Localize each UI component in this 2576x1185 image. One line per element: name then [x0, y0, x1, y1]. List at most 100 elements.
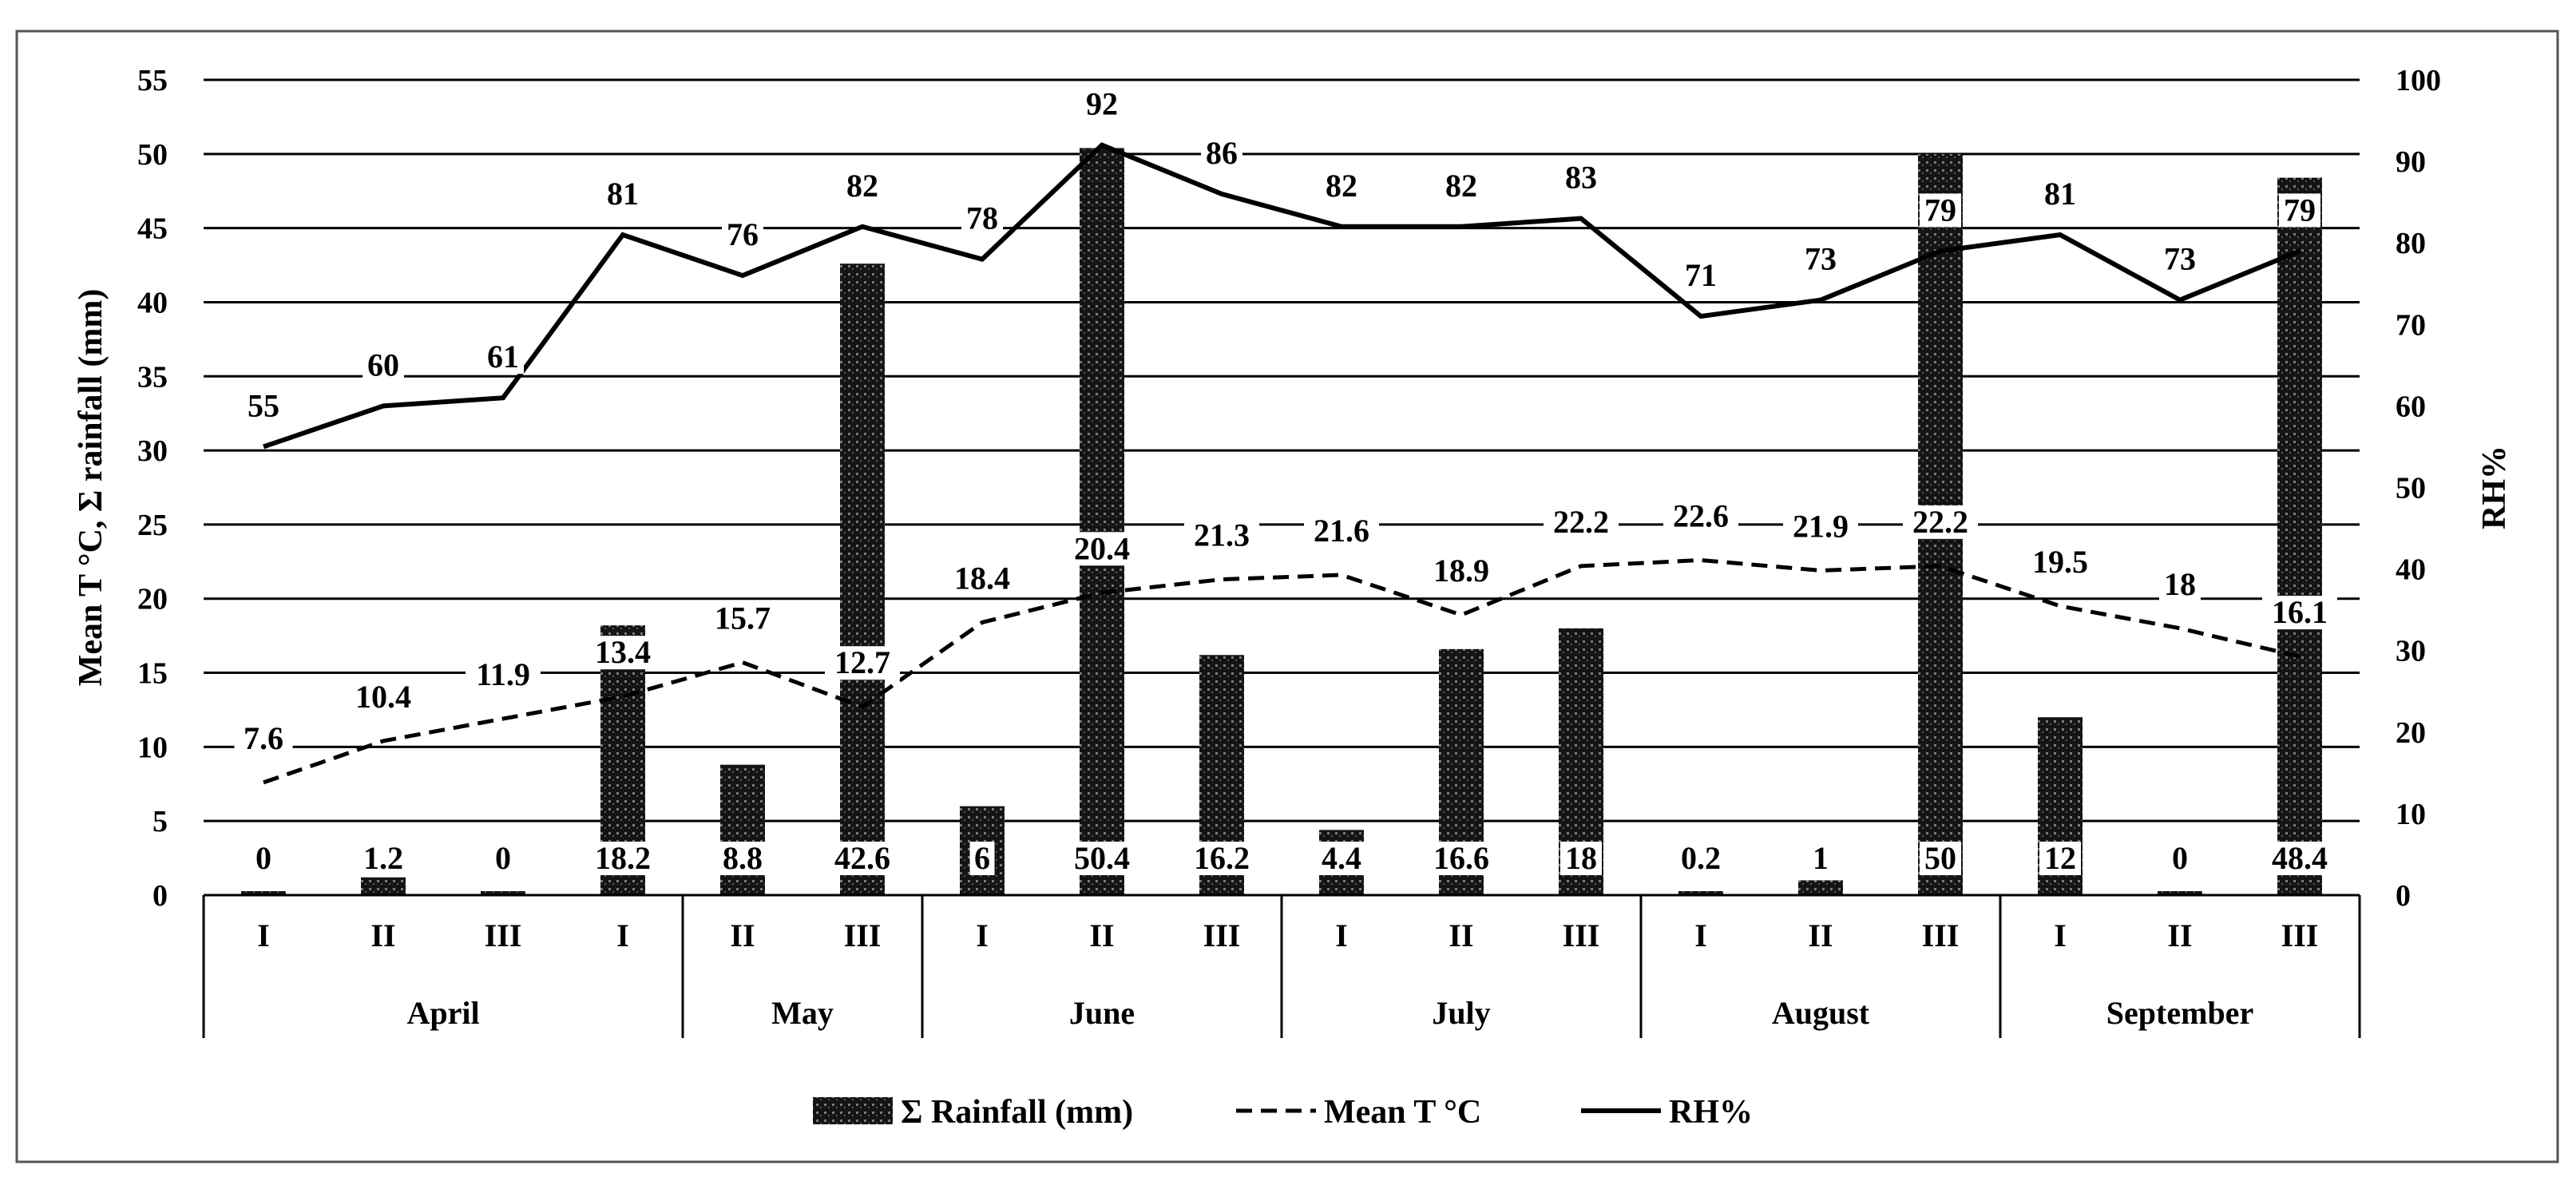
- temperature-data-label-bg: [1184, 518, 1259, 553]
- rainfall-data-label: 6: [974, 840, 990, 876]
- y-right-tick-label: 90: [2396, 145, 2426, 179]
- rh-data-label: 79: [2284, 192, 2316, 228]
- rainfall-data-label-bg: [251, 842, 276, 875]
- temperature-data-label: 12.7: [834, 644, 890, 680]
- y-left-tick-label: 0: [153, 879, 168, 913]
- y-left-tick-label: 40: [137, 286, 168, 319]
- temperature-data-label: 22.2: [1912, 504, 1968, 540]
- rainfall-data-label: 42.6: [834, 840, 890, 876]
- y-left-tick-label: 25: [137, 509, 168, 542]
- temperature-data-label-bg: [585, 636, 660, 670]
- rainfall-data-label: 12: [2044, 840, 2076, 876]
- rh-line: [263, 142, 2301, 450]
- rh-data-label-bg: [2279, 193, 2320, 228]
- gridlines: [204, 78, 2360, 822]
- legend-label-rh: RH%: [1669, 1094, 1753, 1131]
- y-right-tick-label: 80: [2396, 227, 2426, 260]
- rh-data-label: 71: [1685, 257, 1717, 293]
- rh-data-label: 92: [1086, 86, 1118, 122]
- x-tick-label: III: [485, 917, 522, 953]
- rh-data-label-bg: [1321, 168, 1362, 203]
- rh-data-label: 73: [2164, 241, 2196, 277]
- temperature-data-label-bg: [2023, 545, 2098, 580]
- rainfall-data-label-bg: [2039, 842, 2081, 875]
- rh-data-label-bg: [1201, 136, 1242, 170]
- rainfall-data-label: 0: [256, 840, 271, 876]
- y-left-tick-label: 50: [137, 138, 168, 172]
- rh-data-label-bg: [2039, 176, 2081, 211]
- x-tick-label: I: [1694, 917, 1707, 953]
- temperature-data-label-bg: [1424, 554, 1499, 589]
- y-right-tick-label: 40: [2396, 553, 2426, 587]
- month-label: August: [1772, 995, 1870, 1031]
- month-label: April: [406, 995, 479, 1031]
- rainfall-data-label-bg: [1184, 842, 1259, 875]
- rainfall-data-label: 16.2: [1194, 840, 1250, 876]
- rainfall-data-label-bg: [969, 842, 995, 875]
- y-right-tick-label: 20: [2396, 716, 2426, 750]
- rainfall-data-label-bg: [1808, 842, 1833, 875]
- temperature-data-label: 10.4: [355, 679, 411, 715]
- y-right-tick-label: 60: [2396, 390, 2426, 423]
- temperature-data-label: 15.7: [715, 600, 771, 636]
- temperature-data-label: 18.4: [954, 560, 1010, 596]
- rainfall-bar: [1678, 891, 1723, 895]
- temperature-data-label-bg: [1544, 505, 1619, 539]
- x-tick-label: III: [844, 917, 882, 953]
- rh-data-label: 82: [846, 168, 878, 204]
- rainfall-bar: [2158, 891, 2202, 895]
- temperature-data-label-bg: [1783, 509, 1858, 544]
- rainfall-data-label: 4.4: [1322, 840, 1361, 876]
- rh-data-label: 82: [1445, 168, 1477, 204]
- rainfall-data-label: 16.6: [1433, 840, 1489, 876]
- rainfall-data-label: 48.4: [2272, 840, 2328, 876]
- rainfall-data-label: 0: [495, 840, 511, 876]
- y-left-tick-label: 5: [153, 805, 168, 838]
- chart-border: [15, 30, 2559, 1163]
- temperature-data-label: 11.9: [476, 656, 530, 692]
- data-labels: 0 1.2 0 18.2 8.8 42.6 6 50.4 16.2 4.4 16.6 18 0.2 1 50…: [234, 86, 2337, 876]
- y-left-tick-label: 20: [137, 583, 168, 616]
- y-left-tick-label: 10: [137, 731, 168, 764]
- temperature-data-label-bg: [1304, 514, 1379, 549]
- axes: 0510152025303540455055010203040506070809…: [73, 64, 2513, 1038]
- rainfall-bar: [481, 891, 525, 895]
- temperature-data-label: 22.2: [1553, 504, 1609, 540]
- temperature-data-label: 16.1: [2272, 594, 2328, 630]
- rainfall-bar: [241, 891, 286, 895]
- rh-data-label-bg: [1560, 161, 1602, 195]
- temperature-data-label: 22.6: [1673, 497, 1729, 533]
- y-right-tick-label: 30: [2396, 635, 2426, 668]
- rainfall-bar: [1798, 880, 1843, 895]
- legend-label-rainfall: Σ Rainfall (mm): [901, 1094, 1133, 1131]
- rainfall-data-label: 18: [1565, 840, 1597, 876]
- rainfall-data-label: 50: [1924, 840, 1956, 876]
- rh-data-label-bg: [722, 218, 763, 252]
- x-tick-label: I: [2054, 917, 2067, 953]
- temperature-line: [263, 557, 2301, 785]
- y-right-axis-title: RH%: [2476, 446, 2513, 529]
- rainfall-bar: [2277, 177, 2322, 895]
- rh-data-label: 61: [487, 339, 519, 375]
- x-tick-label: III: [1203, 917, 1241, 953]
- rainfall-data-label: 1: [1813, 840, 1829, 876]
- rainfall-bar: [840, 264, 885, 895]
- rainfall-data-label-bg: [1920, 842, 1961, 875]
- temperature-data-label: 21.9: [1793, 508, 1849, 544]
- rh-data-label: 79: [1924, 192, 1956, 228]
- temperature-data-label-bg: [1903, 505, 1978, 539]
- y-right-tick-label: 100: [2396, 64, 2441, 97]
- rainfall-data-label: 0: [2172, 840, 2188, 876]
- y-left-axis-title: Mean T °C, Σ rainfall (mm): [73, 289, 109, 687]
- x-tick-label: I: [976, 917, 989, 953]
- x-tick-label: III: [2281, 917, 2319, 953]
- rainfall-data-label-bg: [490, 842, 516, 875]
- rh-data-label: 60: [367, 347, 399, 382]
- rh-data-label-bg: [243, 389, 284, 423]
- rainfall-data-label-bg: [1064, 842, 1139, 875]
- x-tick-label: II: [1808, 917, 1833, 953]
- rainfall-data-label-bg: [1560, 842, 1602, 875]
- rh-data-label-bg: [1081, 87, 1123, 121]
- rainfall-data-label: 1.2: [363, 840, 403, 876]
